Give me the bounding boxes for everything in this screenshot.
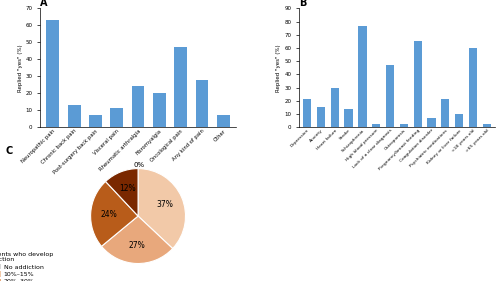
Bar	[469, 48, 477, 127]
Bar	[317, 107, 325, 127]
Bar	[153, 93, 166, 127]
Bar	[428, 118, 436, 127]
Bar	[344, 109, 352, 127]
Bar	[174, 47, 187, 127]
Bar	[303, 99, 312, 127]
Bar	[400, 124, 408, 127]
Wedge shape	[106, 169, 138, 216]
Text: C: C	[5, 146, 12, 156]
Bar	[441, 99, 450, 127]
Bar	[46, 20, 59, 127]
Text: 24%: 24%	[100, 210, 117, 219]
Bar	[372, 124, 380, 127]
Bar	[358, 26, 366, 127]
Bar	[330, 87, 339, 127]
Bar	[482, 124, 491, 127]
Y-axis label: Replied "yes" (%): Replied "yes" (%)	[276, 44, 281, 92]
Bar	[414, 41, 422, 127]
Wedge shape	[102, 216, 172, 264]
Bar	[110, 108, 123, 127]
Bar	[386, 65, 394, 127]
Bar	[68, 105, 80, 127]
Text: 27%: 27%	[129, 241, 146, 250]
Legend: No addiction, 10%–15%, 20%–30%, ∼50%, ∼70%: No addiction, 10%–15%, 20%–30%, ∼50%, ∼7…	[0, 250, 54, 281]
Text: 0%: 0%	[134, 162, 145, 168]
Text: B: B	[299, 0, 306, 8]
Wedge shape	[90, 182, 138, 246]
Y-axis label: Replied "yes" (%): Replied "yes" (%)	[18, 44, 22, 92]
Bar	[455, 114, 463, 127]
Bar	[89, 115, 102, 127]
Bar	[132, 86, 144, 127]
Wedge shape	[138, 169, 186, 249]
Text: 37%: 37%	[156, 200, 174, 209]
Bar	[217, 115, 230, 127]
Bar	[196, 80, 208, 127]
Text: 12%: 12%	[119, 184, 136, 193]
Text: A: A	[40, 0, 48, 8]
